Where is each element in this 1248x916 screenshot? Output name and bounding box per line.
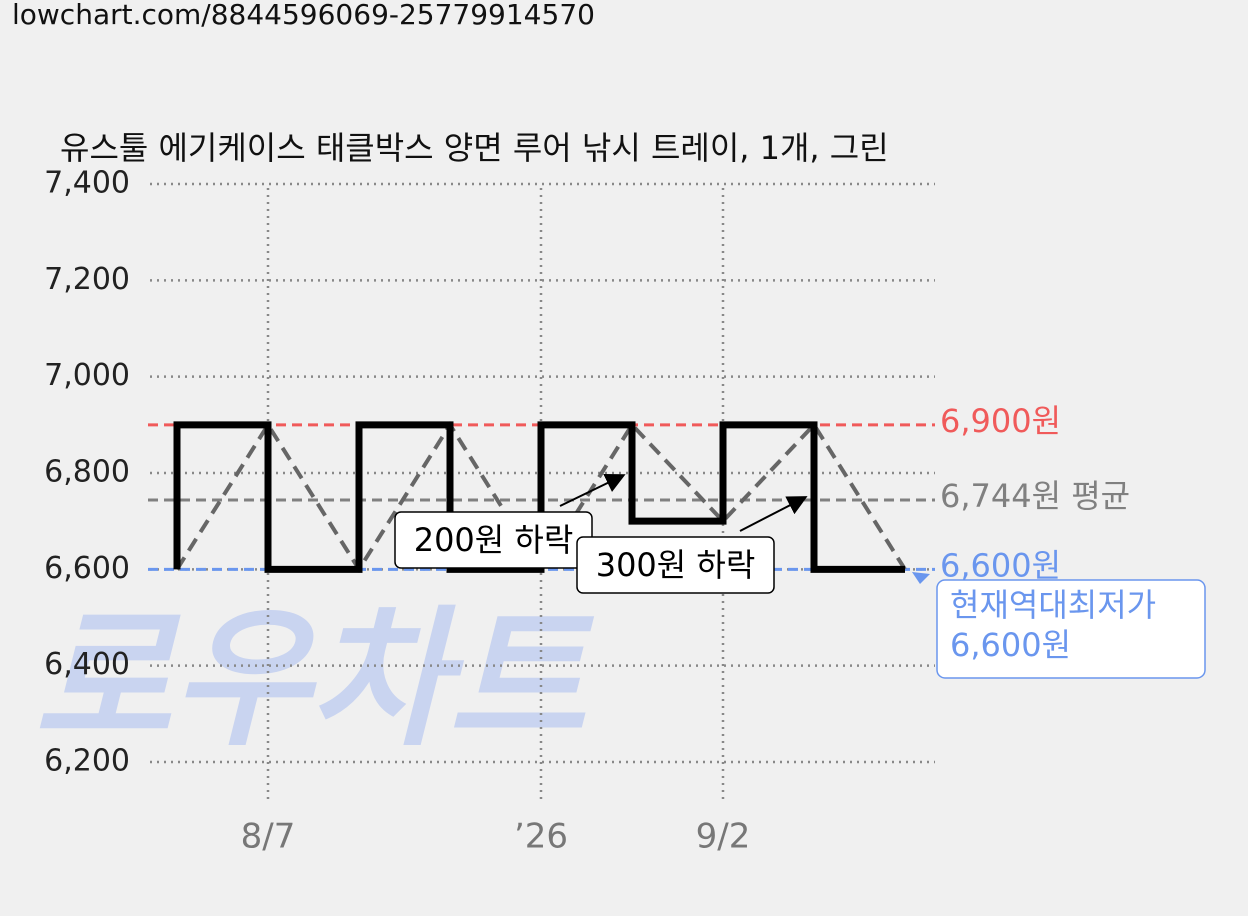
callout-text: 현재역대최저가 (950, 586, 1156, 624)
chart-title: 유스툴 에기케이스 태클박스 양면 루어 낚시 트레이, 1개, 그린 (60, 129, 889, 167)
reference-label: 6,600원 (940, 546, 1061, 584)
y-tick-label: 6,800 (44, 455, 130, 490)
callout-text: 6,600원 (950, 626, 1071, 664)
annotation-arrow (559, 473, 626, 507)
reference-label: 6,900원 (940, 402, 1061, 440)
callout-arrow (912, 572, 930, 584)
annotation-text: 200원 하락 (414, 521, 574, 559)
y-tick-label: 7,400 (44, 166, 130, 201)
callout-box (936, 579, 1206, 679)
y-tick-label: 6,400 (44, 647, 130, 682)
x-tick-label: 8/7 (241, 817, 296, 857)
url: lowchart.com/8844596069-25779914570 (12, 0, 595, 31)
y-tick-label: 7,200 (44, 262, 130, 297)
y-tick-label: 7,000 (44, 358, 130, 393)
annotation-arrow (739, 496, 808, 532)
annotation-text: 300원 하락 (596, 546, 756, 584)
price-step (173, 421, 905, 573)
x-tick-label: ’26 (514, 817, 568, 857)
x-tick-label: 9/2 (696, 817, 751, 857)
annotation-box (576, 536, 775, 594)
y-tick-label: 6,200 (44, 744, 130, 779)
reference-label: 6,744원 평균 (940, 477, 1130, 515)
y-tick-label: 6,600 (44, 551, 130, 586)
watermark: 로우차트 (34, 593, 595, 767)
